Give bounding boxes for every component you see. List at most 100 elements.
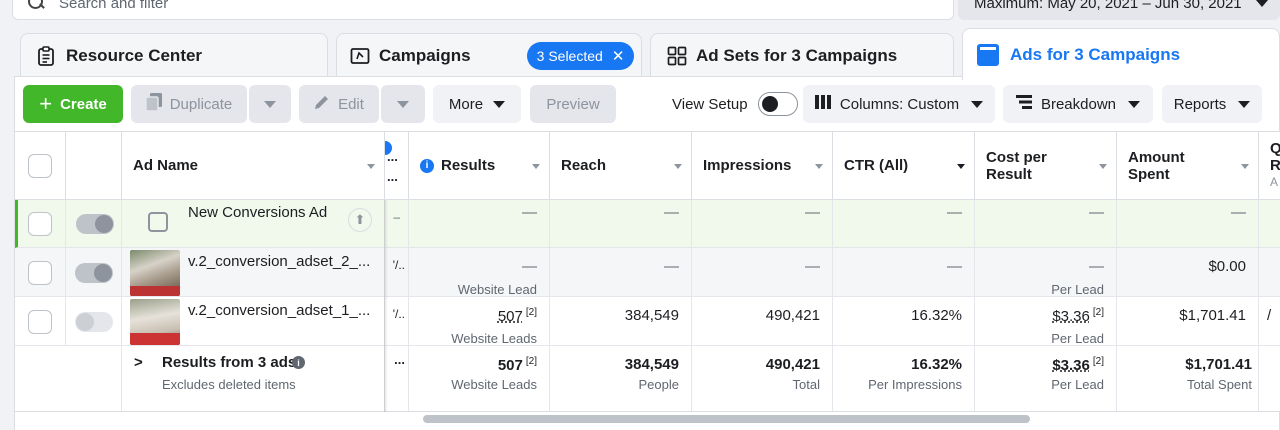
ctr-cell: — (833, 248, 975, 296)
column-header-ctr[interactable]: CTR (All) (833, 132, 975, 199)
sort-desc-icon (957, 164, 965, 169)
results-sublabel: Website Lead (457, 282, 537, 297)
chevron-down-icon (493, 100, 506, 108)
row-checkbox[interactable] (28, 310, 52, 334)
duplicate-dropdown-button[interactable] (249, 85, 291, 123)
sort-icon (1241, 164, 1249, 169)
row-checkbox-cell (15, 248, 66, 296)
tab-ads-label: Ads for 3 Campaigns (1010, 44, 1181, 64)
breakdown-icon (1015, 95, 1032, 113)
summary-ctr-cell: 16.32% Per Impressions (833, 346, 975, 411)
table-row[interactable]: v.2_conversion_adset_2_... '/.. — Websit… (15, 248, 1280, 297)
column-header-cost-per-result[interactable]: Cost per Result (975, 132, 1117, 199)
hidden-cell: '/.. (385, 297, 409, 345)
summary-name-cell[interactable]: > Results from 3 ads i Excludes deleted … (122, 346, 385, 411)
selected-count-badge[interactable]: 3 Selected ✕ (526, 41, 635, 70)
chevron-right-icon[interactable]: > (134, 354, 143, 371)
reach-cell: — (550, 248, 692, 296)
summary-empty-cell (15, 346, 122, 411)
ad-status-toggle[interactable] (75, 312, 113, 332)
reach-header-label: Reach (561, 157, 607, 174)
ad-name[interactable]: New Conversions Ad (188, 204, 328, 221)
ad-thumbnail (130, 250, 180, 296)
edit-button[interactable]: Edit (299, 85, 379, 123)
ad-name[interactable]: v.2_conversion_adset_2_... (188, 253, 371, 270)
select-all-checkbox[interactable] (28, 153, 52, 178)
impressions-value: 490,421 (765, 307, 820, 324)
ad-name-cell[interactable]: v.2_conversion_adset_2_... (122, 248, 385, 296)
preview-button[interactable]: Preview (530, 85, 616, 123)
table-header: Ad Name ... ... i Results Reach Impressi… (15, 131, 1280, 200)
ctr-value: — (947, 258, 962, 275)
tab-campaigns[interactable]: Campaigns 3 Selected ✕ (336, 33, 642, 77)
results-value: — (522, 204, 537, 221)
date-range-picker[interactable]: Maximum: May 20, 2021 – Jun 30, 2021 (958, 0, 1280, 20)
tab-ads[interactable]: Ads for 3 Campaigns (962, 28, 1280, 80)
column-header-hidden[interactable]: ... ... (385, 132, 409, 199)
hidden-value: '/.. (392, 307, 405, 321)
column-header-impressions[interactable]: Impressions (692, 132, 833, 199)
ads-panel: + Create Duplicate Edit More Preview Vie… (14, 76, 1280, 430)
more-button[interactable]: More (433, 85, 521, 123)
ad-name-cell[interactable]: New Conversions Ad ⬆ (122, 200, 385, 247)
ad-placeholder-icon (148, 212, 168, 232)
cost-cell: — (975, 200, 1117, 247)
chevron-down-icon (1238, 100, 1251, 108)
view-setup-toggle[interactable] (757, 92, 798, 116)
search-icon (27, 0, 45, 12)
search-filter-bar[interactable] (12, 0, 954, 20)
edit-dropdown-button[interactable] (381, 85, 425, 123)
ad-status-toggle[interactable] (76, 214, 114, 234)
table-row[interactable]: v.2_conversion_adset_1_... '/.. 507 [2] W… (15, 297, 1280, 346)
hidden-cell: '/.. (385, 248, 409, 296)
column-header-partial[interactable]: Q R A (1259, 132, 1280, 199)
view-setup-control[interactable]: View Setup (672, 85, 798, 123)
row-checkbox[interactable] (28, 212, 52, 236)
tab-resource-label: Resource Center (66, 45, 203, 65)
search-input[interactable] (59, 0, 659, 12)
row-toggle-cell (66, 248, 122, 296)
summary-spent-cell: $1,701.41 Total Spent (1117, 346, 1259, 411)
column-header-amount-spent[interactable]: Amount Spent (1117, 132, 1259, 199)
results-value: — (522, 258, 537, 275)
horizontal-scrollbar[interactable] (423, 415, 1030, 423)
tab-ad-sets[interactable]: Ad Sets for 3 Campaigns (650, 33, 954, 77)
table-row[interactable]: New Conversions Ad ⬆ – — — — — — — (15, 200, 1280, 248)
column-header-ad-name[interactable]: Ad Name (122, 132, 385, 199)
ad-name[interactable]: v.2_conversion_adset_1_... (188, 302, 371, 319)
results-header-label: Results (441, 157, 496, 174)
column-header-results[interactable]: i Results (409, 132, 550, 199)
columns-label: Columns: Custom (839, 95, 960, 113)
columns-button[interactable]: Columns: Custom (803, 85, 995, 123)
upload-icon[interactable]: ⬆ (348, 208, 372, 232)
create-button[interactable]: + Create (23, 85, 123, 123)
tab-campaigns-label: Campaigns (379, 45, 471, 65)
column-header-reach[interactable]: Reach (550, 132, 692, 199)
summary-reach-sublabel: People (638, 377, 679, 392)
ad-thumbnail (130, 299, 180, 345)
duplicate-button[interactable]: Duplicate (131, 85, 247, 123)
ad-name-cell[interactable]: v.2_conversion_adset_1_... (122, 297, 385, 345)
spent-header-line1: Amount (1128, 148, 1185, 166)
chevron-down-icon (971, 100, 984, 108)
ad-status-toggle[interactable] (75, 263, 113, 283)
summary-subtitle: Excludes deleted items (162, 377, 296, 392)
results-cell: — Website Lead (409, 248, 550, 297)
row-checkbox[interactable] (28, 261, 52, 285)
summary-title: Results from 3 ads (162, 354, 297, 371)
tab-resource-center[interactable]: Resource Center (20, 33, 328, 77)
results-sublabel: Website Leads (451, 331, 537, 346)
reports-button[interactable]: Reports (1162, 85, 1262, 123)
sort-icon (532, 164, 540, 169)
cost-sublabel: Per Lead (1051, 282, 1104, 297)
summary-impressions-sublabel: Total (792, 377, 820, 392)
results-value: 507 [2] (497, 307, 537, 325)
sort-icon (674, 164, 682, 169)
spent-header-line2: Spent (1128, 165, 1170, 183)
impressions-value: — (805, 258, 820, 275)
breakdown-button[interactable]: Breakdown (1003, 85, 1153, 123)
close-icon[interactable]: ✕ (611, 47, 625, 65)
pencil-icon (314, 94, 330, 114)
summary-cost-sublabel: Per Lead (1051, 377, 1104, 392)
columns-icon (814, 95, 831, 113)
